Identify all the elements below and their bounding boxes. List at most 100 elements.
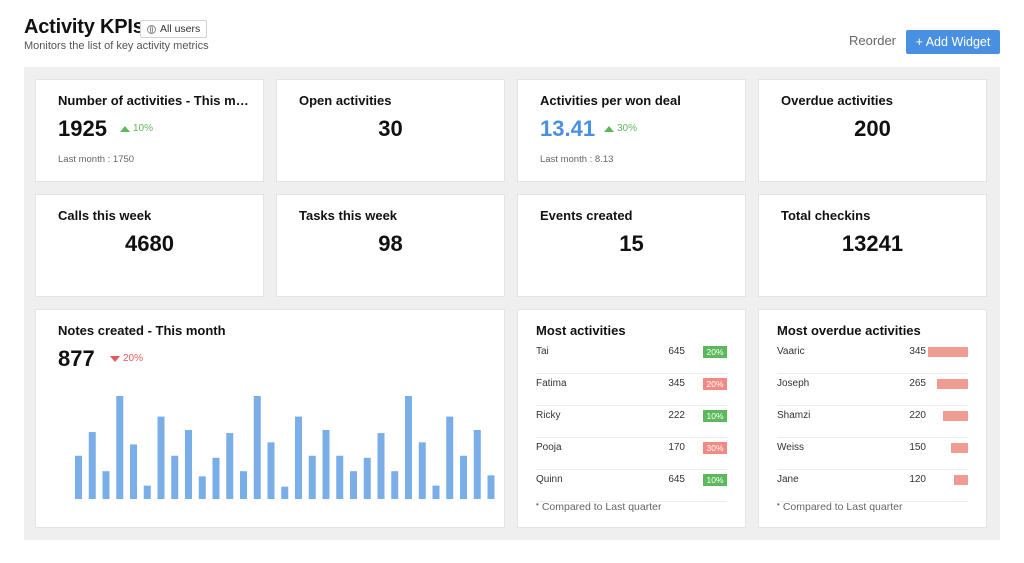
chart-bar-25	[405, 396, 412, 499]
kpi-value: 1925	[58, 116, 107, 141]
activity-count: 222	[668, 410, 685, 421]
person-name: Pooja	[536, 442, 562, 453]
kpi-card-overdue[interactable]: Overdue activities 200	[758, 79, 987, 182]
chart-bar-24	[391, 471, 399, 499]
kpi-card-events[interactable]: Events created 15	[517, 194, 746, 297]
overdue-bar	[928, 347, 968, 357]
list-item[interactable]: Fatima 345 20%	[536, 374, 727, 406]
arrow-up-icon	[120, 125, 130, 132]
chart-bar-31	[487, 475, 495, 499]
person-name: Weiss	[777, 442, 805, 453]
kpi-card-checkins[interactable]: Total checkins 13241	[758, 194, 987, 297]
chart-bar-12	[226, 433, 234, 499]
last-month-text: Last month : 1750	[58, 154, 135, 165]
last-month-text: Last month : 8.13	[540, 154, 614, 165]
overdue-count: 150	[909, 442, 926, 453]
kpi-card-calls[interactable]: Calls this week 4680	[35, 194, 264, 297]
chart-bar-11	[212, 457, 220, 499]
list-item[interactable]: Tai 645 20%	[536, 342, 727, 374]
person-name: Tai	[536, 346, 549, 357]
users-filter[interactable]: All users	[140, 20, 208, 38]
chart-bar-2	[88, 432, 96, 499]
globe-icon	[147, 24, 156, 34]
kpi-value: 13241	[841, 231, 904, 256]
overdue-bar	[937, 379, 968, 389]
most-overdue-list: Vaaric 345 Joseph 265 Shamzi 220 Weiss 1…	[777, 342, 968, 502]
chart-bar-28	[446, 416, 454, 499]
list-item[interactable]: Ricky 222 10%	[536, 406, 727, 438]
add-widget-button[interactable]: + Add Widget	[906, 30, 1000, 54]
kpi-card-activities[interactable]: Number of activities - This mo... 1925 1…	[35, 79, 264, 182]
card-title: Total checkins	[781, 208, 871, 223]
chart-bar-20	[336, 455, 344, 499]
kpi-value: 877	[58, 346, 95, 371]
overdue-count: 220	[909, 410, 926, 421]
overdue-bar	[954, 475, 968, 485]
chart-bar-7	[157, 416, 165, 499]
chart-bar-1	[75, 455, 82, 499]
card-title: Tasks this week	[299, 208, 398, 223]
activity-count: 345	[668, 378, 685, 389]
trend-up: 30%	[604, 123, 637, 134]
chart-bar-8	[171, 455, 179, 499]
notes-bar-chart	[75, 396, 495, 499]
chart-bar-13	[240, 471, 247, 499]
kpi-card-tasks[interactable]: Tasks this week 98	[276, 194, 505, 297]
person-name: Ricky	[536, 410, 561, 421]
chart-bar-9	[185, 429, 192, 499]
person-name: Joseph	[777, 378, 810, 389]
person-name: Jane	[777, 474, 799, 485]
list-item[interactable]: Shamzi 220	[777, 406, 968, 438]
footnote: Compared to Last quarter	[777, 500, 903, 513]
chart-bar-15	[267, 442, 275, 499]
list-item[interactable]: Jane 120	[777, 470, 968, 502]
card-title: Activities per won deal	[540, 93, 681, 108]
card-title: Events created	[540, 208, 633, 223]
chart-bar-26	[418, 442, 426, 499]
chart-bar-16	[281, 486, 289, 499]
overdue-count: 345	[909, 346, 926, 357]
page-header: Activity KPIs All users Monitors the lis…	[24, 16, 1000, 60]
overdue-bar	[942, 411, 968, 421]
users-filter-label: All users	[160, 23, 201, 35]
chart-bar-18	[308, 455, 316, 499]
chart-bar-14	[253, 396, 261, 499]
person-name: Fatima	[536, 378, 567, 389]
trend-value: 30%	[617, 123, 638, 134]
percent-badge: 10%	[703, 474, 727, 486]
overdue-bar	[950, 443, 968, 453]
card-title: Number of activities - This mo...	[58, 93, 253, 108]
chart-bar-23	[377, 433, 385, 499]
kpi-value: 4680	[125, 231, 174, 256]
reorder-link[interactable]: Reorder	[849, 33, 896, 48]
list-item[interactable]: Quinn 645 10%	[536, 470, 727, 502]
kpi-value: 30	[378, 116, 403, 141]
card-title: Overdue activities	[781, 93, 893, 108]
percent-badge: 20%	[703, 346, 727, 358]
kpi-value: 98	[378, 231, 403, 256]
list-item[interactable]: Joseph 265	[777, 374, 968, 406]
percent-badge: 10%	[703, 410, 727, 422]
chart-bar-21	[350, 471, 357, 499]
chart-bar-27	[432, 485, 440, 499]
activity-count: 645	[668, 346, 685, 357]
percent-badge: 20%	[703, 378, 727, 390]
chart-bar-10	[198, 476, 206, 499]
trend-value: 20%	[123, 353, 144, 364]
kpi-value: 15	[619, 231, 644, 256]
card-title: Open activities	[299, 93, 392, 108]
kpi-card-per-won-deal[interactable]: Activities per won deal 13.41 30% Last m…	[517, 79, 746, 182]
most-activities-card[interactable]: Most activities Tai 645 20% Fatima 345 2…	[517, 309, 746, 528]
list-item[interactable]: Pooja 170 30%	[536, 438, 727, 470]
chart-bar-17	[295, 416, 302, 499]
most-overdue-card[interactable]: Most overdue activities Vaaric 345 Josep…	[758, 309, 987, 528]
notes-created-card[interactable]: Notes created - This month 877 20%	[35, 309, 505, 528]
list-item[interactable]: Weiss 150	[777, 438, 968, 470]
overdue-count: 120	[909, 474, 926, 485]
chart-bar-30	[473, 429, 481, 499]
percent-badge: 30%	[703, 442, 727, 454]
activity-count: 645	[668, 474, 685, 485]
list-item[interactable]: Vaaric 345	[777, 342, 968, 374]
arrow-down-icon	[110, 355, 120, 362]
kpi-card-open[interactable]: Open activities 30	[276, 79, 505, 182]
